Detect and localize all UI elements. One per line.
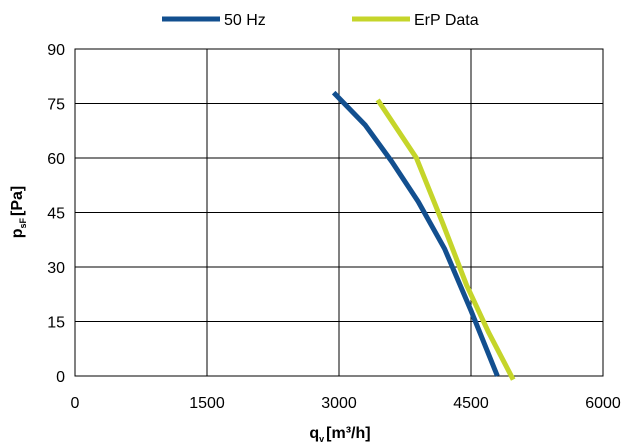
x-axis-title: qv [m³/h] bbox=[309, 425, 370, 444]
y-tick-label: 0 bbox=[56, 369, 65, 386]
series-line-1 bbox=[331, 90, 500, 377]
legend: 50 Hz ErP Data bbox=[162, 12, 479, 29]
x-tick-label: 0 bbox=[71, 395, 80, 412]
y-tick-label: 90 bbox=[47, 42, 65, 59]
x-tick-label: 4500 bbox=[453, 395, 489, 412]
y-tick-label: 75 bbox=[47, 97, 65, 114]
x-tick-labels: 0 1500 3000 4500 6000 bbox=[71, 395, 621, 412]
series-lines bbox=[331, 90, 516, 381]
x-tick-label: 1500 bbox=[189, 395, 225, 412]
y-tick-label: 15 bbox=[47, 315, 65, 332]
x-tick-label: 3000 bbox=[321, 395, 357, 412]
plot-area bbox=[74, 48, 604, 377]
y-tick-label: 30 bbox=[47, 260, 65, 277]
series-line-2 bbox=[375, 98, 516, 381]
y-tick-labels: 0 15 30 45 60 75 90 bbox=[47, 42, 65, 386]
x-axis-title-sub: v bbox=[319, 434, 324, 444]
legend-label-2: ErP Data bbox=[414, 12, 479, 29]
y-axis-title-sub: sF bbox=[18, 217, 28, 228]
y-axis-title-unit: [Pa] bbox=[9, 186, 26, 216]
y-axis-title-main: p bbox=[9, 228, 26, 238]
x-axis-title-main: q bbox=[309, 425, 319, 442]
y-tick-label: 45 bbox=[47, 206, 65, 223]
y-tick-label: 60 bbox=[47, 151, 65, 168]
x-tick-label: 6000 bbox=[585, 395, 621, 412]
x-axis-title-unit: [m³/h] bbox=[326, 425, 370, 442]
legend-label-1: 50 Hz bbox=[224, 12, 266, 29]
y-axis-title: psF[Pa] bbox=[9, 186, 28, 239]
